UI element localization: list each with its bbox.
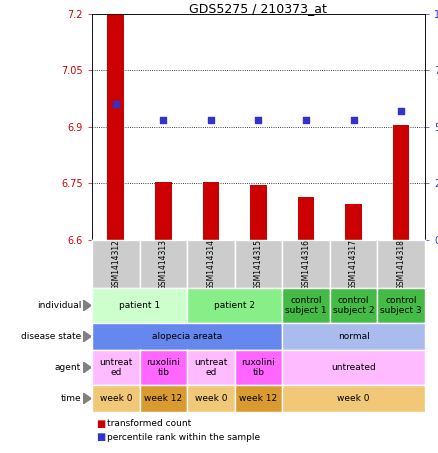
Text: normal: normal — [338, 332, 369, 341]
Bar — [393, 125, 410, 240]
Bar — [155, 182, 172, 240]
Text: individual: individual — [37, 301, 81, 310]
Bar — [345, 204, 362, 240]
Text: ■: ■ — [96, 432, 106, 442]
Text: GSM1414315: GSM1414315 — [254, 239, 263, 289]
Text: week 12: week 12 — [144, 394, 182, 403]
Text: GSM1414312: GSM1414312 — [111, 239, 120, 289]
Polygon shape — [83, 393, 91, 404]
Text: time: time — [60, 394, 81, 403]
Point — [160, 116, 167, 124]
Point — [350, 116, 357, 124]
Bar — [202, 182, 219, 240]
Text: week 0: week 0 — [337, 394, 370, 403]
Text: ruxolini
tib: ruxolini tib — [241, 358, 276, 377]
Text: alopecia areata: alopecia areata — [152, 332, 222, 341]
Point — [398, 107, 405, 115]
Polygon shape — [83, 331, 91, 342]
Text: untreated: untreated — [331, 363, 376, 372]
Point — [207, 116, 214, 124]
Polygon shape — [83, 300, 91, 311]
Text: GSM1414317: GSM1414317 — [349, 239, 358, 289]
Bar — [107, 14, 124, 240]
Point — [112, 101, 119, 108]
Text: GSM1414316: GSM1414316 — [301, 239, 311, 289]
Text: transformed count: transformed count — [107, 419, 191, 428]
Point — [303, 116, 310, 124]
Text: GDS5275 / 210373_at: GDS5275 / 210373_at — [190, 2, 327, 15]
Text: patient 1: patient 1 — [119, 301, 160, 310]
Polygon shape — [83, 362, 91, 373]
Text: ■: ■ — [96, 419, 106, 429]
Text: disease state: disease state — [21, 332, 81, 341]
Text: GSM1414313: GSM1414313 — [159, 239, 168, 289]
Text: week 12: week 12 — [239, 394, 278, 403]
Text: GSM1414318: GSM1414318 — [396, 239, 406, 289]
Text: control
subject 2: control subject 2 — [333, 296, 374, 315]
Text: untreat
ed: untreat ed — [194, 358, 228, 377]
Text: control
subject 3: control subject 3 — [380, 296, 422, 315]
Bar — [250, 185, 267, 240]
Text: percentile rank within the sample: percentile rank within the sample — [107, 433, 261, 442]
Text: untreat
ed: untreat ed — [99, 358, 132, 377]
Text: GSM1414314: GSM1414314 — [206, 239, 215, 289]
Text: patient 2: patient 2 — [214, 301, 255, 310]
Bar — [298, 197, 314, 240]
Text: week 0: week 0 — [99, 394, 132, 403]
Text: control
subject 1: control subject 1 — [285, 296, 327, 315]
Point — [255, 116, 262, 124]
Text: ruxolini
tib: ruxolini tib — [146, 358, 180, 377]
Text: agent: agent — [55, 363, 81, 372]
Text: week 0: week 0 — [194, 394, 227, 403]
